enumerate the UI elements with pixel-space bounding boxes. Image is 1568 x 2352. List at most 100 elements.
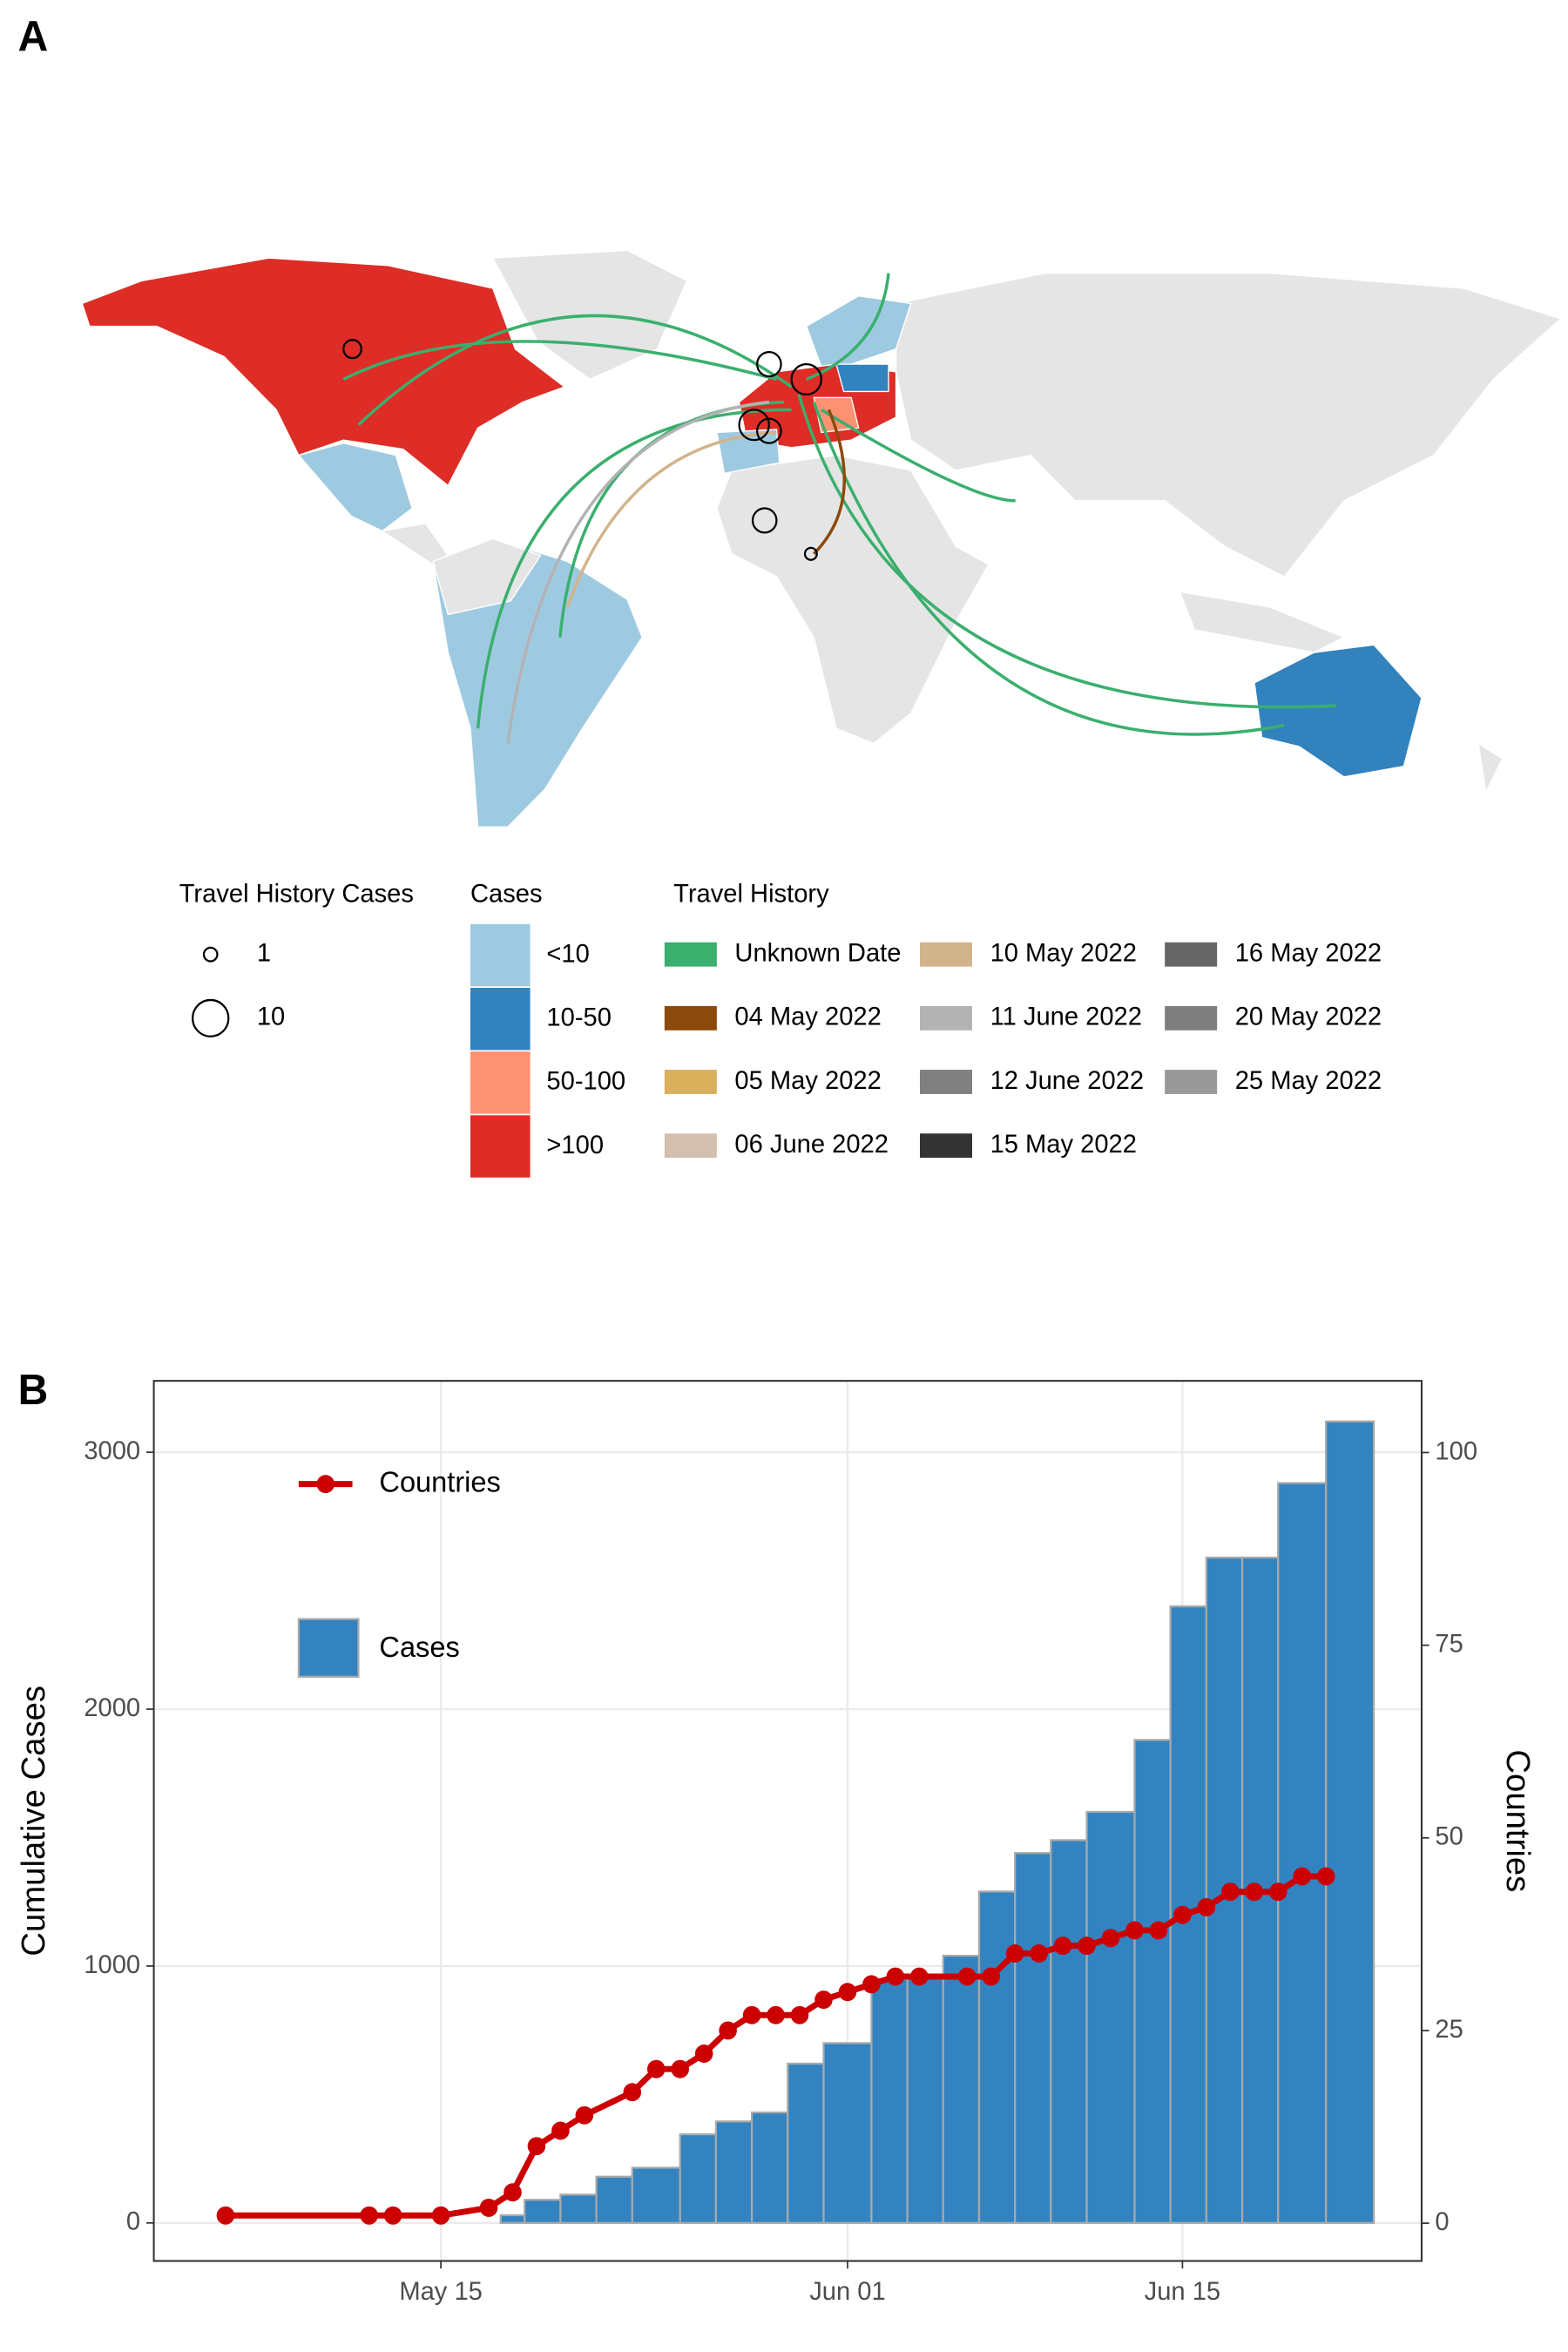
point [862, 1975, 881, 1994]
point [360, 2206, 379, 2225]
case-circle [342, 339, 362, 360]
legend-key [1165, 1070, 1218, 1094]
legend-label: 10-50 [546, 1003, 611, 1031]
europe-east [835, 363, 889, 393]
bar [977, 1890, 1017, 2224]
point [527, 2137, 546, 2156]
travel-arc [565, 430, 777, 608]
travel-arc [476, 408, 792, 729]
bar [1050, 1839, 1088, 2224]
travel-arc [812, 402, 1285, 736]
point [767, 2005, 785, 2024]
legend-label: Countries [379, 1465, 500, 1497]
y2-axis-title: Countries [1499, 1749, 1536, 1892]
travel-arc [797, 394, 1337, 709]
point [575, 2105, 594, 2125]
point [623, 2083, 642, 2102]
legend-key [664, 942, 717, 967]
bar [750, 2111, 789, 2224]
point [646, 2059, 666, 2078]
chart: 0 1000 2000 3000 0 25 50 75 100 May 15 Jun 01 Jun 1… [16, 1380, 1536, 2306]
legend-key [1165, 942, 1218, 967]
legend-title: Travel History Cases [179, 879, 414, 908]
point [886, 1967, 905, 1986]
y-tick-label: 3000 [84, 1436, 140, 1465]
point [957, 1967, 977, 1986]
travel-arc [357, 314, 793, 427]
south-america [432, 537, 643, 828]
australia [1254, 644, 1423, 778]
case-circle [751, 507, 778, 534]
y-axis-title: Cumulative Cases [16, 1686, 52, 1957]
bar [906, 1975, 944, 2224]
point [1005, 1944, 1024, 1963]
new-zealand [1477, 742, 1504, 794]
point [1293, 1867, 1311, 1886]
point [1173, 1905, 1192, 1924]
bar [714, 2120, 754, 2224]
y2-tick-label: 100 [1435, 1436, 1477, 1465]
legend-key [192, 998, 230, 1037]
x-tick-label: Jun 15 [1145, 2277, 1220, 2306]
point [479, 2198, 498, 2217]
bar [595, 2175, 633, 2224]
point [1030, 1944, 1048, 1963]
legend-label: 16 May 2022 [1235, 938, 1382, 967]
y-tick-label: 1000 [84, 1950, 140, 1979]
point [838, 1983, 857, 2002]
bar [1133, 1739, 1172, 2224]
legend-key [470, 923, 531, 987]
legend-label: 10 May 2022 [990, 938, 1137, 967]
point [1101, 1929, 1120, 1948]
point [742, 2005, 761, 2024]
travel-arc [820, 408, 1016, 503]
legend-label: <10 [546, 939, 589, 968]
legend-key [920, 1070, 972, 1094]
legend-key [920, 1133, 972, 1159]
point [719, 2021, 737, 2040]
legend-key [1165, 1005, 1218, 1031]
point [1221, 1882, 1240, 1902]
legend-key [470, 1115, 531, 1178]
legend-key [202, 946, 219, 963]
point [1078, 1936, 1096, 1956]
bar [559, 2193, 598, 2224]
world-map [81, 249, 1562, 828]
point [216, 2206, 235, 2225]
point [1197, 1897, 1216, 1916]
legend-key [470, 1051, 531, 1114]
legend-label: 25 May 2022 [1235, 1066, 1382, 1095]
case-circle [756, 417, 782, 444]
legend-label: 12 June 2022 [990, 1066, 1145, 1095]
asia [895, 272, 1562, 578]
point [551, 2121, 570, 2140]
travel-arc [506, 400, 770, 744]
travel-arc [806, 273, 890, 382]
north-america [81, 257, 566, 487]
y-tick-label: 2000 [84, 1693, 140, 1722]
point [814, 1990, 833, 2010]
point [1149, 1921, 1168, 1940]
bar [1325, 1420, 1375, 2224]
legend-key [664, 1005, 717, 1031]
bar [870, 1977, 909, 2224]
indonesia [1179, 591, 1346, 653]
point [1245, 1882, 1264, 1902]
map-legends: Travel History Cases 1 10 Cases <10 10-50 50-1… [179, 879, 1382, 1178]
legend-label: 11 June 2022 [990, 1002, 1142, 1031]
point [1316, 1867, 1335, 1886]
legend-key [920, 942, 972, 967]
travel-arc [342, 340, 777, 382]
case-circle [790, 362, 822, 396]
point [383, 2206, 402, 2225]
plot-border [152, 1380, 1423, 2262]
y2-tick-label: 25 [1435, 2015, 1463, 2044]
south-america-north [432, 537, 542, 616]
panel-label: A [18, 13, 49, 60]
y2-tick-label: 50 [1435, 1821, 1463, 1850]
legend-label: 1 [257, 938, 271, 967]
y2-tick-label: 75 [1435, 1629, 1463, 1658]
bar [1277, 1482, 1328, 2224]
legend-key [920, 1005, 972, 1031]
